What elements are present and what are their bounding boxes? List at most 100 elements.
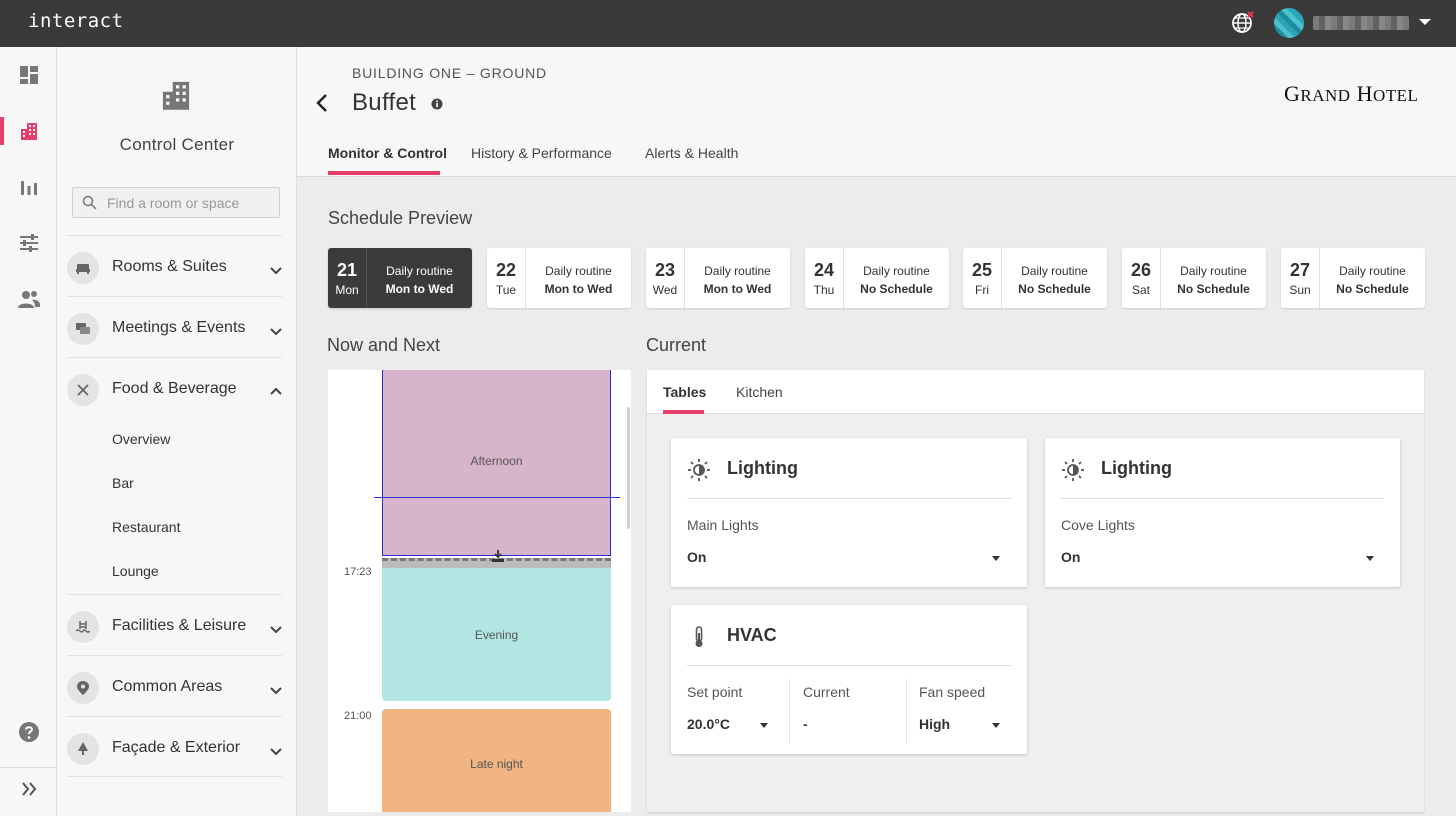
nav-sub-lounge[interactable]: Lounge [112, 563, 159, 579]
search-input[interactable] [107, 193, 272, 213]
chevron-down-icon[interactable] [270, 682, 282, 700]
nav-sub-bar[interactable]: Bar [112, 475, 134, 491]
language-globe-icon[interactable] [1230, 11, 1254, 35]
schedule-day-card[interactable]: 24 Thu Daily routine No Schedule [805, 248, 949, 308]
room-search[interactable] [72, 187, 280, 218]
sliders-icon [19, 234, 38, 252]
back-arrow-icon[interactable] [315, 93, 329, 118]
day-divider [1319, 248, 1320, 308]
rail-settings[interactable] [0, 221, 57, 265]
day-routine-detail: Mon to Wed [544, 282, 613, 296]
schedule-day-card[interactable]: 22 Tue Daily routine Mon to Wed [487, 248, 631, 308]
user-menu-caret-icon[interactable] [1419, 19, 1431, 25]
day-number: 26 [1130, 260, 1152, 280]
day-number: 23 [654, 260, 676, 280]
dropdown-caret-icon[interactable] [992, 723, 1000, 728]
rail-expand[interactable] [0, 767, 57, 811]
nav-label: Facilities & Leisure [112, 617, 247, 634]
chat-icon [67, 313, 99, 345]
dashboard-icon [19, 66, 38, 84]
drag-handle-icon[interactable] [491, 549, 505, 568]
field-divider [906, 679, 907, 743]
breadcrumb[interactable]: BUILDING ONE – GROUND [352, 65, 547, 81]
app-logo[interactable]: interact [28, 10, 124, 32]
set-point-select[interactable]: 20.0°C [687, 716, 730, 732]
nav-rooms-suites[interactable]: Rooms & Suites [67, 235, 282, 296]
rail-users[interactable] [0, 277, 57, 321]
card-title: HVAC [727, 625, 777, 645]
day-number: 21 [336, 260, 358, 280]
chevron-down-icon[interactable] [270, 743, 282, 761]
main-lights-select[interactable]: On [687, 549, 707, 565]
day-routine: Daily routine [704, 264, 771, 278]
field-label-cove-lights: Cove Lights [1061, 517, 1135, 533]
card-divider [1061, 498, 1384, 499]
schedule-day-card[interactable]: 26 Sat Daily routine No Schedule [1122, 248, 1266, 308]
user-name-blurred[interactable] [1313, 16, 1409, 30]
schedule-block-late-night[interactable]: Late night [382, 709, 611, 812]
nav-label: Food & Beverage [112, 380, 237, 397]
nav-common-areas[interactable]: Common Areas [67, 655, 282, 716]
tab-history-performance[interactable]: History & Performance [471, 145, 612, 161]
chevron-down-icon[interactable] [270, 323, 282, 341]
day-routine: Daily routine [863, 264, 930, 278]
help-icon [18, 722, 39, 742]
rail-help[interactable] [0, 710, 57, 754]
schedule-block-afternoon[interactable]: Afternoon [382, 370, 611, 556]
chevron-up-icon[interactable] [270, 382, 282, 400]
fan-speed-select[interactable]: High [919, 716, 951, 732]
nav-sub-overview[interactable]: Overview [112, 431, 171, 447]
location-pin-icon [67, 672, 99, 704]
nav-label: Façade & Exterior [112, 739, 241, 756]
schedule-day-card[interactable]: 23 Wed Daily routine Mon to Wed [646, 248, 790, 308]
day-routine-detail: No Schedule [1018, 282, 1091, 296]
tab-alerts-health[interactable]: Alerts & Health [645, 145, 739, 161]
card-divider [687, 665, 1011, 666]
timeline-scrollbar[interactable] [627, 407, 630, 529]
nav-meetings-events[interactable]: Meetings & Events [67, 296, 282, 357]
nav-sub-restaurant[interactable]: Restaurant [112, 519, 181, 535]
current-tabs: Tables Kitchen [647, 370, 1424, 414]
current-title: Current [646, 335, 707, 355]
now-next-timeline[interactable]: Afternoon Evening Late night 17:23 21:00 [328, 370, 631, 812]
rail-buildings[interactable] [0, 109, 57, 153]
lighting-card: Lighting Main Lights On [671, 438, 1027, 587]
day-of-week: Sun [1289, 283, 1311, 297]
day-divider [1160, 248, 1161, 308]
schedule-day-card[interactable]: 27 Sun Daily routine No Schedule [1281, 248, 1425, 308]
schedule-day-card[interactable]: 21 Mon Daily routine Mon to Wed [328, 248, 472, 308]
dropdown-caret-icon[interactable] [760, 723, 768, 728]
tab-kitchen[interactable]: Kitchen [736, 384, 783, 400]
info-icon[interactable] [431, 97, 443, 115]
nav-label: Meetings & Events [112, 319, 246, 336]
tab-monitor-control[interactable]: Monitor & Control [328, 145, 447, 161]
rail-analytics[interactable] [0, 165, 57, 209]
day-of-week: Thu [813, 283, 835, 297]
rail-dashboard[interactable] [0, 53, 57, 97]
now-and-next-title: Now and Next [327, 335, 441, 355]
nav-facilities-leisure[interactable]: Facilities & Leisure [67, 594, 282, 655]
schedule-day-card[interactable]: 25 Fri Daily routine No Schedule [963, 248, 1107, 308]
day-divider [843, 248, 844, 308]
tab-tables[interactable]: Tables [663, 384, 707, 400]
brand-rest-g: RAND [1300, 86, 1351, 105]
chevron-down-icon[interactable] [270, 621, 282, 639]
cove-lights-select[interactable]: On [1061, 549, 1081, 565]
active-tab-indicator [663, 410, 704, 414]
nav-divider [67, 776, 282, 777]
nav-facade-exterior[interactable]: Façade & Exterior [67, 716, 282, 777]
schedule-block-evening[interactable]: Evening [382, 568, 611, 701]
dropdown-caret-icon[interactable] [992, 556, 1000, 561]
card-divider [687, 498, 1011, 499]
field-label-set-point: Set point [687, 684, 743, 700]
rail-divider [0, 767, 57, 768]
pool-icon [67, 611, 99, 643]
dropdown-caret-icon[interactable] [1366, 556, 1374, 561]
double-chevron-right-icon [21, 782, 36, 796]
day-of-week: Tue [495, 283, 517, 297]
day-number: 27 [1289, 260, 1311, 280]
day-routine-detail: No Schedule [1336, 282, 1409, 296]
chevron-down-icon[interactable] [270, 262, 282, 280]
user-avatar[interactable] [1274, 8, 1304, 38]
nav-food-beverage[interactable]: Food & Beverage [67, 357, 282, 418]
